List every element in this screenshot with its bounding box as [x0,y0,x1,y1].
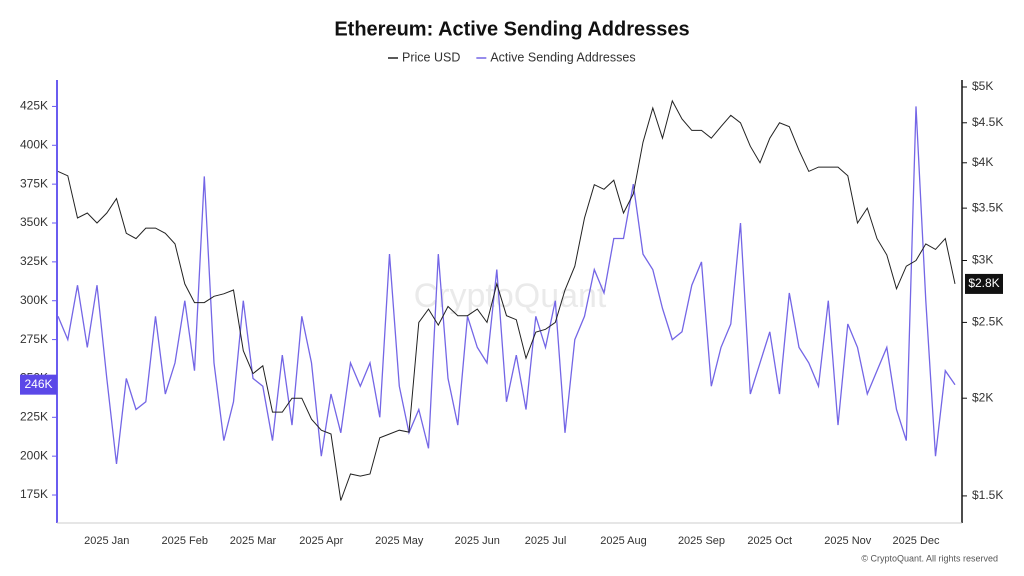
x-tick-label: 2025 Oct [747,535,792,547]
y2-tick-label: $2.5K [972,315,1003,329]
y2-tick-label: $3K [972,253,993,267]
y-tick-label: 375K [20,176,48,190]
x-tick-label: 2025 Jun [455,535,500,547]
y-tick-label: 325K [20,254,48,268]
x-tick-label: 2025 Jan [84,535,129,547]
y2-tick-label: $3.5K [972,200,1003,214]
y-tick-label: 275K [20,332,48,346]
y2-tick-label: $4K [972,155,993,169]
x-tick-label: 2025 Feb [162,535,208,547]
x-tick-label: 2025 Dec [892,535,940,547]
series-line [57,99,956,501]
y-tick-label: 300K [20,293,48,307]
last-value-box [20,374,57,395]
x-tick-label: 2025 May [375,535,424,547]
y2-tick-label: $4.5K [972,115,1003,129]
y2-tick-label: $5K [972,79,993,93]
y-tick-label: 350K [20,215,48,229]
x-tick-label: 2025 Mar [230,535,277,547]
y2-tick-label: $1.5K [972,488,1003,502]
legend-label: Price USD [402,50,460,64]
x-tick-label: 2025 Apr [299,535,343,547]
y-tick-label: 175K [20,487,48,501]
y2-tick-label: $2K [972,390,993,404]
legend-label: Active Sending Addresses [490,50,635,64]
x-tick-label: 2025 Jul [525,535,567,547]
y-tick-label: 400K [20,137,48,151]
series-line [57,106,956,464]
y-tick-label: 225K [20,409,48,423]
y-tick-label: 425K [20,99,48,113]
last-value-label: $2.8K [968,276,999,290]
x-tick-label: 2025 Aug [600,535,647,547]
last-value-box [965,273,1003,294]
footer: © CryptoQuant. All rights reserved [861,553,998,563]
x-tick-label: 2025 Sep [678,535,725,547]
chart-title: Ethereum: Active Sending Addresses [334,18,689,40]
watermark: CryptoQuant [414,277,607,315]
x-tick-label: 2025 Nov [824,535,872,547]
y-tick-label: 200K [20,448,48,462]
last-value-label: 246K [24,377,52,391]
